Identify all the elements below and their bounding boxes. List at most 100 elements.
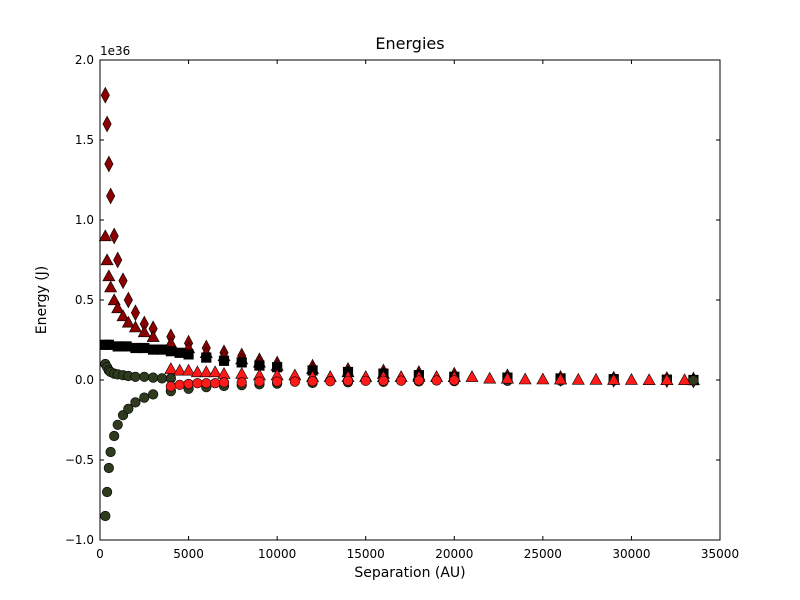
data-point <box>325 376 336 387</box>
data-point <box>183 349 194 360</box>
data-point <box>123 291 133 309</box>
data-point <box>208 365 222 378</box>
data-point <box>139 342 150 354</box>
data-point <box>174 379 185 390</box>
data-point <box>173 363 187 376</box>
data-point <box>165 346 176 357</box>
data-point <box>183 378 194 390</box>
data-point <box>98 229 112 242</box>
data-point <box>174 347 185 358</box>
data-point <box>607 373 621 385</box>
y-tick-label: −1.0 <box>65 533 94 547</box>
data-point <box>128 320 142 333</box>
data-point <box>236 357 247 368</box>
data-point <box>123 403 134 414</box>
plot-area <box>100 60 720 540</box>
data-point <box>307 376 318 387</box>
data-point <box>210 378 221 389</box>
data-point <box>254 376 265 387</box>
data-point <box>164 362 178 374</box>
data-point <box>165 381 176 392</box>
data-point <box>109 430 120 442</box>
y-tick-label: 0.5 <box>75 293 94 307</box>
data-point <box>104 280 118 293</box>
data-point <box>104 155 114 173</box>
data-point <box>218 355 230 366</box>
x-tick-label: 0 <box>96 547 104 561</box>
data-point <box>589 372 603 385</box>
data-point <box>660 373 674 385</box>
x-tick-label: 20000 <box>435 547 473 561</box>
data-point <box>518 372 532 385</box>
data-point <box>156 344 168 355</box>
data-point <box>688 375 699 386</box>
data-point <box>118 272 128 290</box>
y-tick-label: 0.0 <box>75 373 94 387</box>
data-point <box>272 376 283 387</box>
data-point <box>103 462 114 474</box>
data-point <box>642 373 656 385</box>
data-point <box>449 375 460 386</box>
y-axis-offset-label: 1e36 <box>100 44 130 58</box>
y-tick-label: 2.0 <box>75 53 94 67</box>
data-point <box>289 376 300 387</box>
data-point <box>102 269 116 282</box>
data-point <box>190 365 204 378</box>
data-point <box>101 486 113 498</box>
data-point <box>199 365 213 378</box>
data-point <box>148 389 159 400</box>
data-point <box>536 372 550 385</box>
data-point <box>146 330 160 342</box>
data-point <box>112 419 123 430</box>
y-tick-label: −0.5 <box>65 453 94 467</box>
x-tick-label: 5000 <box>173 547 204 561</box>
y-tick-label: 1.5 <box>75 133 94 147</box>
data-point <box>111 301 125 314</box>
data-point <box>156 373 168 384</box>
x-axis-ticks: 0 5000 10000 15000 20000 25000 30000 35000 <box>96 60 739 561</box>
data-point <box>192 378 203 389</box>
data-point <box>201 378 212 389</box>
data-point <box>624 373 638 385</box>
data-point <box>121 315 135 328</box>
data-point <box>107 293 121 306</box>
data-point <box>100 510 111 522</box>
data-point <box>182 363 196 376</box>
data-point <box>360 375 371 386</box>
data-point <box>678 373 692 385</box>
data-point <box>113 251 123 269</box>
data-point <box>148 344 159 355</box>
x-axis-label: Separation (AU) <box>354 565 465 581</box>
data-point <box>112 341 123 352</box>
data-point <box>130 397 141 408</box>
data-point <box>554 372 568 385</box>
data-point <box>148 372 159 383</box>
data-point <box>396 375 407 386</box>
data-point <box>105 446 116 458</box>
x-tick-label: 10000 <box>258 547 296 561</box>
data-point <box>130 371 141 382</box>
data-point <box>500 371 514 384</box>
data-point <box>130 342 141 354</box>
data-point <box>102 115 112 133</box>
data-point <box>431 375 442 386</box>
data-point <box>218 377 230 388</box>
chart-title: Energies <box>375 34 444 53</box>
x-tick-label: 25000 <box>524 547 562 561</box>
data-point <box>571 372 585 385</box>
data-point <box>121 341 132 352</box>
data-point <box>139 371 150 382</box>
x-tick-label: 35000 <box>701 547 739 561</box>
y-axis-label: Energy (J) <box>34 266 50 335</box>
data-point <box>139 392 150 403</box>
plot-frame <box>99 59 721 541</box>
data-point <box>201 352 212 363</box>
data-point <box>413 375 424 386</box>
x-tick-label: 15000 <box>347 547 385 561</box>
data-point <box>342 375 354 386</box>
data-markers <box>98 86 700 522</box>
data-point <box>103 339 114 350</box>
data-point <box>236 377 247 388</box>
x-tick-label: 30000 <box>612 547 650 561</box>
